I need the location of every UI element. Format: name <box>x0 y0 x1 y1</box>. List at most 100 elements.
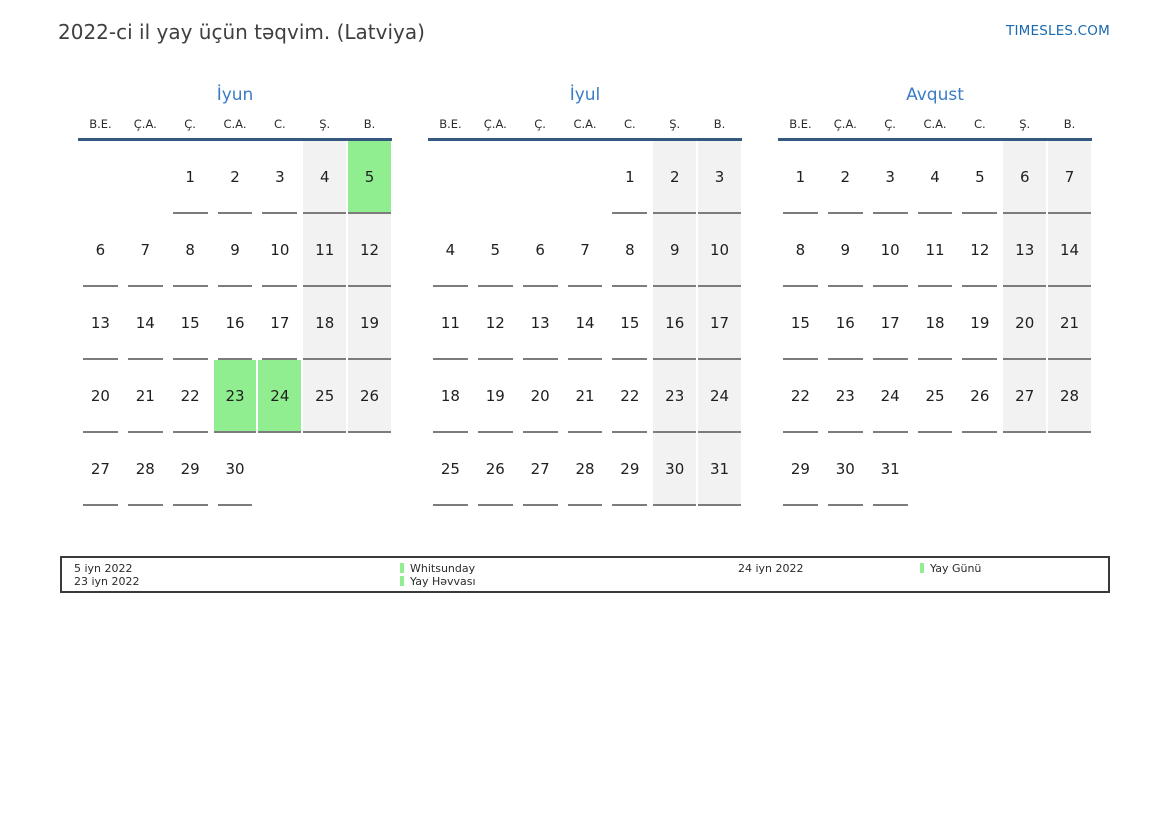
day-cell: 29 <box>778 433 823 506</box>
weekday-header-row: B.E. Ç.A. Ç. C.A. C. Ş. B. <box>428 109 742 141</box>
day-cell: 6 <box>1002 141 1047 214</box>
day-number: 17 <box>270 314 290 332</box>
day-cell: 10 <box>868 214 913 287</box>
day-cell-background <box>698 433 741 506</box>
day-cell: 11 <box>913 214 958 287</box>
legend-label: Yay Həvvası <box>400 575 476 588</box>
day-cell-underline <box>653 212 697 214</box>
day-cell: 2 <box>823 141 868 214</box>
day-number: 4 <box>930 168 940 186</box>
day-number: 21 <box>135 387 155 405</box>
day-cell-background <box>348 287 391 360</box>
day-cell-underline <box>433 504 468 506</box>
day-cell: 11 <box>428 287 473 360</box>
day-cell: 4 <box>302 141 347 214</box>
day-cell: 12 <box>347 214 392 287</box>
day-cell: 25 <box>913 360 958 433</box>
legend-date: 24 iyn 2022 <box>738 562 804 575</box>
day-number: 1 <box>795 168 806 186</box>
day-cell-underline <box>962 285 998 287</box>
day-number: 17 <box>710 314 730 332</box>
weekday-label: C.A. <box>573 117 597 131</box>
day-cell-background <box>1003 360 1047 433</box>
day-number: 31 <box>710 460 730 478</box>
day-cell-background <box>1003 214 1047 287</box>
day-number: 27 <box>90 460 110 478</box>
day-cell: 29 <box>607 433 652 506</box>
month-august: Avqust B.E. Ç.A. Ç. C.A. C. Ş. B. 1 2 3 4 5 6 7 8 9 10 1… <box>778 83 1092 506</box>
site-logo-link[interactable]: TIMESLES.COM <box>1006 23 1110 39</box>
empty-cell <box>913 433 958 506</box>
day-cell: 6 <box>518 214 563 287</box>
day-cell-underline <box>1003 358 1047 360</box>
month-title: İyul <box>569 85 601 105</box>
day-cell: 17 <box>257 287 302 360</box>
day-cell: 4 <box>428 214 473 287</box>
day-cell-underline <box>698 431 741 433</box>
day-number: 1 <box>185 168 195 186</box>
day-cell-underline <box>1048 358 1091 360</box>
day-number: 11 <box>925 241 945 259</box>
day-cell: 27 <box>78 433 123 506</box>
empty-cell <box>123 141 168 214</box>
day-cell: 21 <box>1047 287 1092 360</box>
day-number: 17 <box>880 314 900 332</box>
legend-labels-group-2: Yay Günü <box>920 562 981 575</box>
day-cell: 26 <box>347 360 392 433</box>
day-cell: 20 <box>1002 287 1047 360</box>
weekday-label: B. <box>713 117 726 131</box>
legend-label: Yay Günü <box>920 562 981 575</box>
day-cell: 21 <box>563 360 608 433</box>
weekday-label: Ş. <box>669 117 681 131</box>
day-number: 31 <box>880 460 900 478</box>
day-cell: 24 <box>697 360 742 433</box>
day-cell-underline <box>348 212 391 214</box>
day-cell: 14 <box>1047 214 1092 287</box>
day-cell: 25 <box>428 433 473 506</box>
day-cell: 22 <box>607 360 652 433</box>
weekday-label: C.A. <box>923 117 947 131</box>
day-number: 4 <box>319 168 330 186</box>
day-cell: 21 <box>123 360 168 433</box>
day-cell-underline <box>262 358 298 360</box>
empty-cell <box>347 433 392 506</box>
day-cell-underline <box>348 431 391 433</box>
day-cell-underline <box>1003 285 1047 287</box>
day-cell-underline <box>303 212 347 214</box>
day-cell-underline <box>172 212 208 214</box>
day-cell-underline <box>217 504 253 506</box>
day-cell-underline <box>917 431 953 433</box>
day-cell-background <box>1048 287 1091 360</box>
day-cell-underline <box>698 504 741 506</box>
day-cell: 14 <box>123 287 168 360</box>
day-number: 2 <box>230 168 240 186</box>
day-number: 4 <box>445 241 456 259</box>
day-cell-underline <box>872 358 908 360</box>
legend-date: 5 iyn 2022 <box>74 562 133 575</box>
day-number: 14 <box>575 314 595 332</box>
weekday-label: B. <box>1063 117 1076 131</box>
day-cell: 13 <box>518 287 563 360</box>
day-cell-underline <box>1003 212 1047 214</box>
weekday-label: B.E. <box>789 117 812 131</box>
day-number: 20 <box>90 387 110 405</box>
day-cell-underline <box>783 431 818 433</box>
weekday-label: Ç.A. <box>133 117 157 131</box>
day-cell: 5 <box>347 141 392 214</box>
weekday-label: C. <box>274 117 286 131</box>
day-cell-underline <box>698 358 741 360</box>
calendar-months: İyun B.E. Ç.A. Ç. C.A. C. Ş. B. 1 2 3 4 5 6 7 8 9 10 11 1… <box>78 83 1092 506</box>
weekday-label: Ç. <box>534 117 546 131</box>
day-number: 19 <box>970 314 990 332</box>
day-number: 15 <box>180 314 200 332</box>
weekday-label: C.A. <box>223 117 247 131</box>
weekday-label: Ç. <box>884 117 896 131</box>
day-cell: 2 <box>652 141 697 214</box>
day-cell: 1 <box>607 141 652 214</box>
day-number: 7 <box>140 241 151 259</box>
day-cell: 29 <box>168 433 213 506</box>
day-number: 11 <box>315 241 335 259</box>
day-cell: 30 <box>213 433 258 506</box>
day-cell-background <box>258 360 302 433</box>
day-cell: 31 <box>868 433 913 506</box>
